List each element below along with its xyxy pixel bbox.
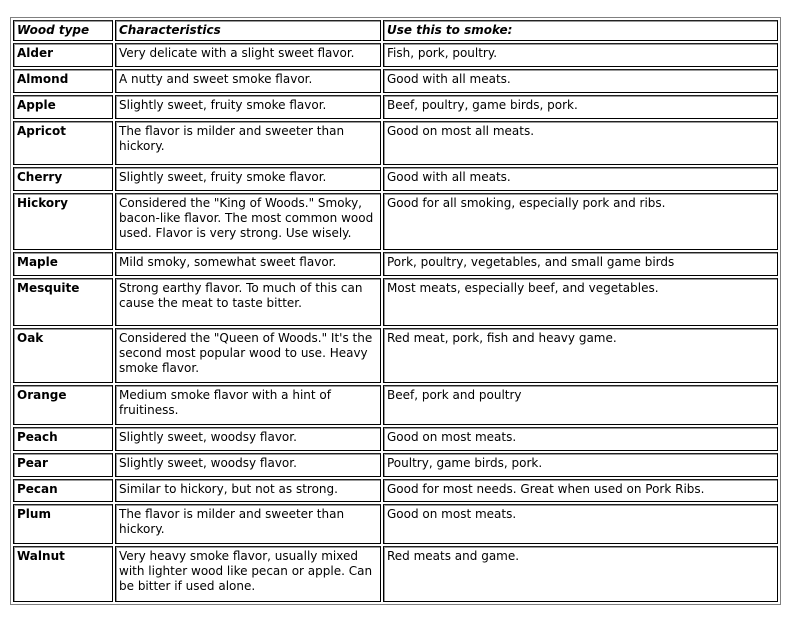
- characteristics-cell: A nutty and sweet smoke flavor.: [115, 69, 381, 93]
- wood-type-cell: Oak: [13, 328, 113, 383]
- table-row: Alder Very delicate with a slight sweet f…: [13, 43, 778, 67]
- wood-type-cell: Cherry: [13, 167, 113, 191]
- use-cell: Poultry, game birds, pork.: [383, 453, 778, 477]
- characteristics-cell: Slightly sweet, woodsy flavor.: [115, 427, 381, 451]
- wood-type-cell: Maple: [13, 252, 113, 276]
- characteristics-cell: Slightly sweet, woodsy flavor.: [115, 453, 381, 477]
- use-cell: Fish, pork, poultry.: [383, 43, 778, 67]
- characteristics-cell: Very heavy smoke flavor, usually mixed w…: [115, 546, 381, 602]
- wood-type-cell: Walnut: [13, 546, 113, 602]
- table-row: Plum The flavor is milder and sweeter tha…: [13, 504, 778, 544]
- table-row: Oak Considered the "Queen of Woods." It's…: [13, 328, 778, 383]
- use-cell: Good on most all meats.: [383, 121, 778, 165]
- table-row: Almond A nutty and sweet smoke flavor. Goo…: [13, 69, 778, 93]
- characteristics-cell: Considered the "Queen of Woods." It's th…: [115, 328, 381, 383]
- wood-type-cell: Mesquite: [13, 278, 113, 326]
- characteristics-cell: The flavor is milder and sweeter than hi…: [115, 121, 381, 165]
- characteristics-cell: Mild smoky, somewhat sweet flavor.: [115, 252, 381, 276]
- table-row: Maple Mild smoky, somewhat sweet flavor. P…: [13, 252, 778, 276]
- wood-type-cell: Alder: [13, 43, 113, 67]
- table-row: Walnut Very heavy smoke flavor, usually m…: [13, 546, 778, 602]
- use-cell: Most meats, especially beef, and vegetab…: [383, 278, 778, 326]
- characteristics-cell: Slightly sweet, fruity smoke flavor.: [115, 167, 381, 191]
- use-cell: Good with all meats.: [383, 167, 778, 191]
- table-row: Pear Slightly sweet, woodsy flavor. Poultr…: [13, 453, 778, 477]
- use-cell: Beef, poultry, game birds, pork.: [383, 95, 778, 119]
- wood-type-cell: Apple: [13, 95, 113, 119]
- characteristics-cell: Similar to hickory, but not as strong.: [115, 479, 381, 502]
- wood-type-cell: Apricot: [13, 121, 113, 165]
- table-row: Apricot The flavor is milder and sweeter …: [13, 121, 778, 165]
- table-row: Apple Slightly sweet, fruity smoke flavor…: [13, 95, 778, 119]
- use-cell: Pork, poultry, vegetables, and small gam…: [383, 252, 778, 276]
- wood-type-cell: Pecan: [13, 479, 113, 502]
- characteristics-cell: Considered the "King of Woods." Smoky, b…: [115, 193, 381, 250]
- use-cell: Red meat, pork, fish and heavy game.: [383, 328, 778, 383]
- characteristics-cell: Strong earthy flavor. To much of this ca…: [115, 278, 381, 326]
- header-characteristics: Characteristics: [115, 20, 381, 41]
- characteristics-cell: Medium smoke flavor with a hint of fruit…: [115, 385, 381, 425]
- use-cell: Good for all smoking, especially pork an…: [383, 193, 778, 250]
- wood-type-cell: Orange: [13, 385, 113, 425]
- table-row: Mesquite Strong earthy flavor. To much of…: [13, 278, 778, 326]
- use-cell: Good with all meats.: [383, 69, 778, 93]
- table-row: Peach Slightly sweet, woodsy flavor. Good …: [13, 427, 778, 451]
- table-row: Hickory Considered the "King of Woods." S…: [13, 193, 778, 250]
- wood-type-cell: Plum: [13, 504, 113, 544]
- use-cell: Good on most meats.: [383, 504, 778, 544]
- characteristics-cell: The flavor is milder and sweeter than hi…: [115, 504, 381, 544]
- table-row: Orange Medium smoke flavor with a hint of…: [13, 385, 778, 425]
- wood-smoking-table: Wood type Characteristics Use this to sm…: [10, 17, 781, 605]
- characteristics-cell: Slightly sweet, fruity smoke flavor.: [115, 95, 381, 119]
- table-row: Cherry Slightly sweet, fruity smoke flavo…: [13, 167, 778, 191]
- use-cell: Beef, pork and poultry: [383, 385, 778, 425]
- header-wood-type: Wood type: [13, 20, 113, 41]
- use-cell: Red meats and game.: [383, 546, 778, 602]
- use-cell: Good for most needs. Great when used on …: [383, 479, 778, 502]
- wood-type-cell: Almond: [13, 69, 113, 93]
- header-row: Wood type Characteristics Use this to sm…: [13, 20, 778, 41]
- wood-type-cell: Pear: [13, 453, 113, 477]
- wood-type-cell: Peach: [13, 427, 113, 451]
- table-row: Pecan Similar to hickory, but not as stro…: [13, 479, 778, 502]
- wood-type-cell: Hickory: [13, 193, 113, 250]
- header-use: Use this to smoke:: [383, 20, 778, 41]
- use-cell: Good on most meats.: [383, 427, 778, 451]
- characteristics-cell: Very delicate with a slight sweet flavor…: [115, 43, 381, 67]
